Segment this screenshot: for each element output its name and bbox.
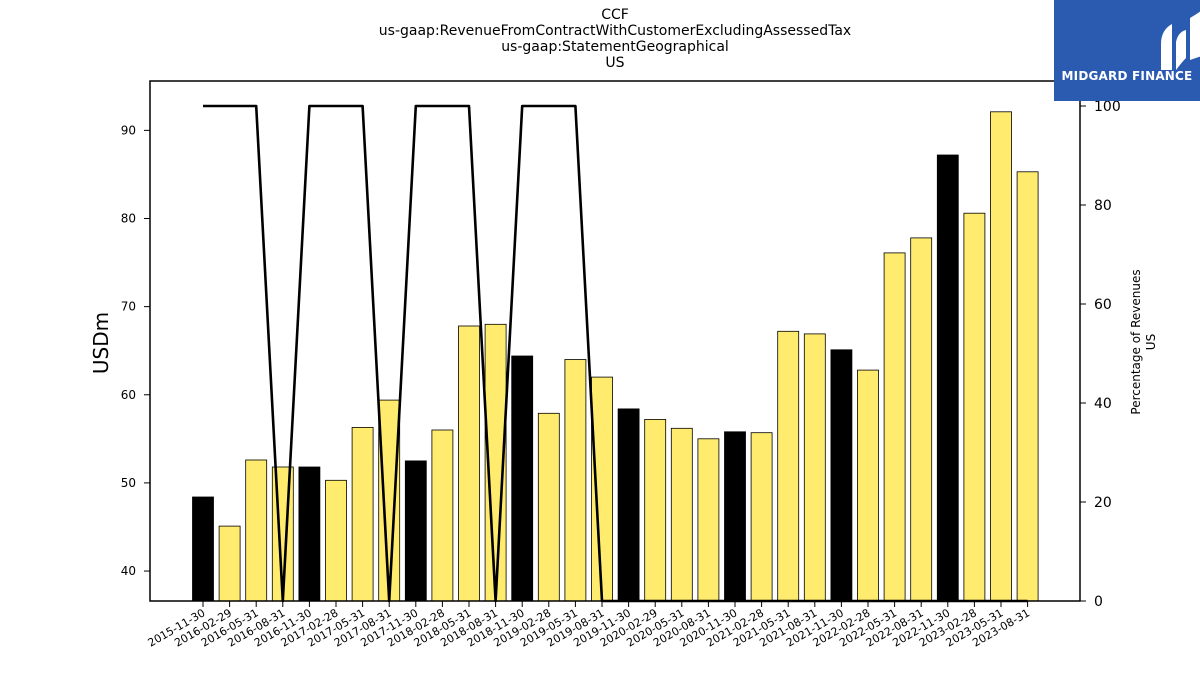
bar bbox=[245, 459, 268, 602]
bar bbox=[1016, 171, 1039, 602]
y-tick-label: 50 bbox=[121, 476, 136, 490]
right-axis-ticks: 0 20 40 60 80 100 bbox=[1080, 99, 1121, 610]
y2-tick-label: 20 bbox=[1094, 495, 1112, 511]
bar bbox=[750, 432, 773, 602]
bar bbox=[936, 154, 959, 602]
y2-axis-label-line-2: US bbox=[1144, 334, 1158, 350]
bar bbox=[963, 212, 986, 602]
bar bbox=[724, 431, 746, 602]
y-tick-label: 90 bbox=[121, 123, 136, 137]
bar bbox=[591, 376, 613, 602]
bar bbox=[670, 427, 693, 602]
bar bbox=[777, 330, 800, 602]
y-tick-label: 80 bbox=[121, 211, 136, 225]
bar bbox=[351, 426, 374, 602]
bar bbox=[883, 252, 906, 602]
y-tick-label: 40 bbox=[121, 564, 136, 578]
y2-axis-label-line-1: Percentage of Revenues bbox=[1129, 269, 1143, 414]
bar bbox=[910, 237, 933, 602]
y-tick-label: 70 bbox=[121, 300, 136, 314]
bar-series bbox=[192, 111, 1039, 602]
bar bbox=[537, 412, 560, 602]
y2-tick-label: 80 bbox=[1094, 198, 1112, 214]
chart-title-line-3: us-gaap:StatementGeographical bbox=[501, 39, 729, 55]
bar bbox=[830, 349, 853, 602]
chart-title-line-1: CCF bbox=[601, 7, 629, 23]
y-tick-label: 60 bbox=[121, 388, 136, 402]
bar bbox=[644, 418, 667, 602]
bar bbox=[564, 359, 587, 602]
chart-title-line-4: US bbox=[605, 55, 625, 71]
y2-tick-label: 40 bbox=[1094, 396, 1112, 412]
bar bbox=[325, 479, 347, 602]
x-axis-ticks: 2015-11-302016-02-292016-05-312016-08-31… bbox=[146, 601, 1032, 650]
bar bbox=[298, 466, 321, 602]
logo-mark-icon bbox=[1161, 11, 1200, 70]
bar bbox=[192, 496, 214, 602]
bar bbox=[458, 325, 480, 602]
y2-tick-label: 60 bbox=[1094, 297, 1112, 313]
bar bbox=[511, 355, 534, 602]
bar bbox=[404, 460, 427, 602]
chart-title-line-2: us-gaap:RevenueFromContractWithCustomerE… bbox=[378, 23, 852, 39]
plot-frame bbox=[149, 80, 1081, 602]
bar bbox=[617, 408, 640, 602]
bar bbox=[857, 369, 879, 602]
bar bbox=[431, 429, 454, 602]
bar bbox=[378, 399, 401, 602]
bar bbox=[803, 333, 826, 602]
bar bbox=[990, 111, 1012, 602]
bar bbox=[697, 438, 720, 602]
logo-text: MIDGARD FINANCE bbox=[1061, 69, 1193, 83]
y2-tick-label: 100 bbox=[1094, 99, 1121, 115]
y2-tick-label: 0 bbox=[1094, 594, 1103, 610]
y-axis-label: USDm bbox=[89, 312, 113, 374]
bar bbox=[218, 525, 241, 602]
midgard-finance-logo: MIDGARD FINANCE bbox=[1054, 0, 1200, 101]
left-axis-ticks: 40 50 60 70 80 90 bbox=[121, 123, 150, 578]
